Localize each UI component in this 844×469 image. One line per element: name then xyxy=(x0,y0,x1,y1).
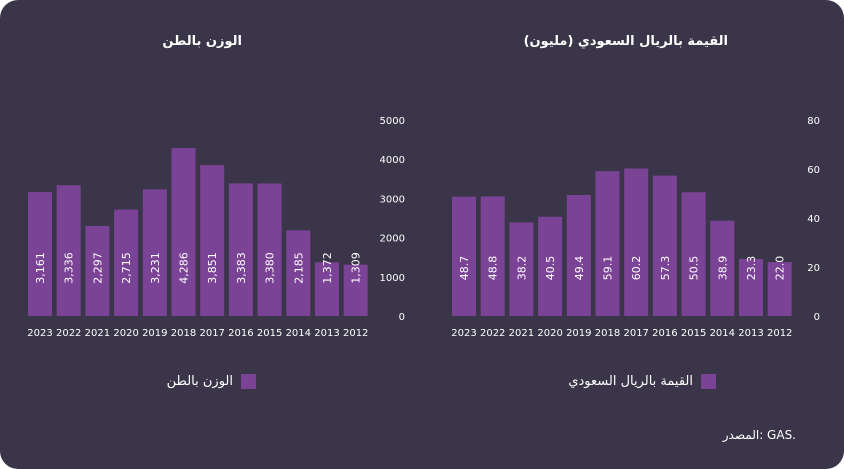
weight-ytick: 2000 xyxy=(380,234,405,245)
weight-value-label: 1,372 xyxy=(321,252,334,284)
value-bar xyxy=(739,258,763,316)
value-bar xyxy=(566,194,591,316)
value-category-label: 2013 xyxy=(738,328,763,339)
value-category-label: 2023 xyxy=(451,328,476,339)
weight-ytick: 4000 xyxy=(380,155,405,166)
weight-value-label: 3,161 xyxy=(34,252,47,284)
weight-value-label: 2,715 xyxy=(120,252,133,284)
value-category-label: 2017 xyxy=(623,328,648,339)
value-bar xyxy=(595,171,620,316)
value-bar xyxy=(480,196,505,316)
value-value-label: 50.5 xyxy=(688,256,701,281)
weight-value-label: 3,336 xyxy=(63,252,76,284)
value-value-label: 23.3 xyxy=(745,256,758,281)
weight-bar xyxy=(200,165,225,316)
weight-value-label: 3,851 xyxy=(206,252,219,284)
value-category-label: 2014 xyxy=(710,328,735,339)
value-bar xyxy=(652,175,677,316)
source-note: المصدر: GAS. xyxy=(722,428,796,442)
weight-ytick: 1000 xyxy=(380,273,405,284)
weight-bar xyxy=(315,262,339,316)
weight-ytick: 3000 xyxy=(380,194,405,205)
value-category-label: 2019 xyxy=(566,328,591,339)
weight-bar xyxy=(85,225,110,316)
weight-category-label: 2018 xyxy=(171,328,196,339)
value-category-label: 2012 xyxy=(767,328,792,339)
weight-bar xyxy=(142,189,167,316)
weight-bar xyxy=(257,183,282,316)
value-bar xyxy=(681,192,706,316)
weight-category-label: 2023 xyxy=(27,328,52,339)
value-category-label: 2021 xyxy=(509,328,534,339)
value-value-label: 48.7 xyxy=(458,256,471,281)
weight-value-label: 1,309 xyxy=(350,252,363,284)
value-value-label: 59.1 xyxy=(602,256,615,281)
weight-category-label: 2022 xyxy=(56,328,81,339)
value-category-label: 2018 xyxy=(595,328,620,339)
legend-label-weight: الوزن بالطن xyxy=(166,374,233,389)
weight-category-label: 2021 xyxy=(85,328,110,339)
value-value-label: 48.8 xyxy=(487,256,500,281)
value-category-label: 2016 xyxy=(652,328,677,339)
value-ytick: 0 xyxy=(814,312,820,323)
weight-category-label: 2020 xyxy=(113,328,138,339)
weight-bar xyxy=(171,147,196,316)
weight-bar xyxy=(56,185,81,316)
value-value-label: 49.4 xyxy=(573,256,586,281)
legend-weight: الوزن بالطن xyxy=(167,374,256,389)
legend-swatch-weight xyxy=(241,374,256,389)
value-ytick: 20 xyxy=(807,263,820,274)
value-category-label: 2015 xyxy=(681,328,706,339)
value-bar xyxy=(624,168,649,316)
weight-ytick: 5000 xyxy=(380,116,405,127)
weight-value-label: 3,380 xyxy=(264,252,277,284)
value-ytick: 80 xyxy=(807,116,820,127)
value-bar xyxy=(509,222,534,316)
value-ytick: 40 xyxy=(807,214,820,225)
weight-category-label: 2012 xyxy=(343,328,368,339)
weight-value-label: 2,185 xyxy=(292,252,305,284)
chart-title-value: القيمة بالريال السعودي (مليون) xyxy=(523,34,728,49)
weight-bar xyxy=(343,264,368,316)
weight-value-label: 2,297 xyxy=(91,252,104,284)
legend-value: القيمة بالريال السعودي xyxy=(568,374,716,389)
value-bar xyxy=(710,220,735,316)
value-value-label: 22.0 xyxy=(774,256,787,281)
weight-bar xyxy=(28,192,52,316)
weight-bar xyxy=(114,209,139,316)
weight-value-label: 3,383 xyxy=(235,252,248,284)
weight-category-label: 2013 xyxy=(314,328,339,339)
value-bar xyxy=(767,262,792,316)
weight-category-label: 2019 xyxy=(142,328,167,339)
value-value-label: 40.5 xyxy=(544,256,557,281)
value-value-label: 38.9 xyxy=(716,256,729,281)
weight-category-label: 2015 xyxy=(257,328,282,339)
value-category-label: 2020 xyxy=(537,328,562,339)
value-category-label: 2022 xyxy=(480,328,505,339)
weight-bar xyxy=(286,230,311,316)
legend-swatch-value xyxy=(701,374,716,389)
weight-category-label: 2017 xyxy=(199,328,224,339)
value-bar xyxy=(538,216,563,316)
value-value-label: 38.2 xyxy=(515,256,528,281)
weight-bar xyxy=(228,183,253,316)
weight-category-label: 2014 xyxy=(286,328,311,339)
value-value-label: 57.3 xyxy=(659,256,672,281)
value-ytick: 60 xyxy=(807,165,820,176)
weight-category-label: 2016 xyxy=(228,328,253,339)
weight-value-label: 4,286 xyxy=(178,252,191,284)
weight-ytick: 0 xyxy=(399,312,405,323)
legend-label-value: القيمة بالريال السعودي xyxy=(568,374,693,389)
value-value-label: 60.2 xyxy=(630,256,643,281)
value-bar xyxy=(452,196,476,316)
weight-value-label: 3,231 xyxy=(149,252,162,284)
chart-title-weight: الوزن بالطن xyxy=(162,34,242,49)
